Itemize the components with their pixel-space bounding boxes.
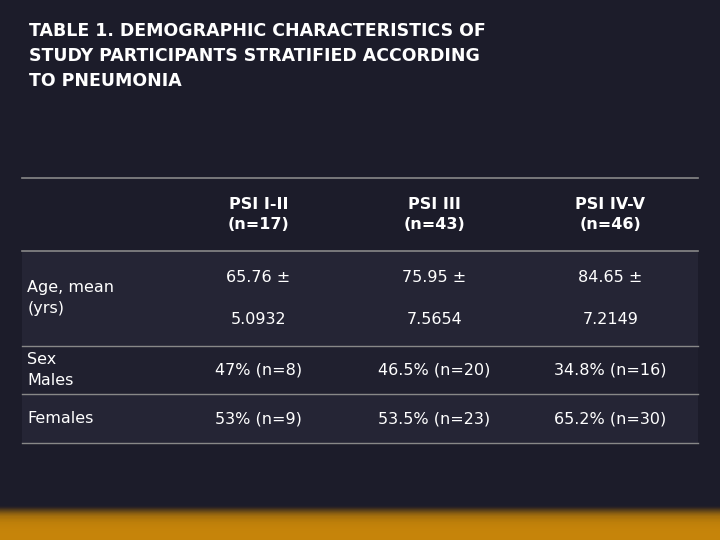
Text: 84.65 ±

7.2149: 84.65 ± 7.2149: [578, 270, 643, 327]
Text: 53% (n=9): 53% (n=9): [215, 411, 302, 426]
Text: 47% (n=8): 47% (n=8): [215, 362, 302, 377]
Text: 65.76 ±

5.0932: 65.76 ± 5.0932: [226, 270, 291, 327]
Text: PSI III
(n=43): PSI III (n=43): [404, 197, 465, 232]
Bar: [22, 394, 698, 443]
Text: Age, mean
(yrs): Age, mean (yrs): [27, 280, 114, 316]
Text: 46.5% (n=20): 46.5% (n=20): [378, 362, 490, 377]
Text: 34.8% (n=16): 34.8% (n=16): [554, 362, 667, 377]
Text: PSI I-II
(n=17): PSI I-II (n=17): [228, 197, 289, 232]
Text: PSI IV-V
(n=46): PSI IV-V (n=46): [575, 197, 645, 232]
Text: Sex
Males: Sex Males: [27, 352, 73, 388]
Text: TABLE 1. DEMOGRAPHIC CHARACTERISTICS OF
STUDY PARTICIPANTS STRATIFIED ACCORDING
: TABLE 1. DEMOGRAPHIC CHARACTERISTICS OF …: [29, 22, 485, 90]
Text: 53.5% (n=23): 53.5% (n=23): [379, 411, 490, 426]
Text: 65.2% (n=30): 65.2% (n=30): [554, 411, 667, 426]
Text: Females: Females: [27, 411, 94, 426]
Bar: [22, 251, 698, 346]
Text: 75.95 ±

7.5654: 75.95 ± 7.5654: [402, 270, 467, 327]
Bar: [22, 346, 698, 394]
